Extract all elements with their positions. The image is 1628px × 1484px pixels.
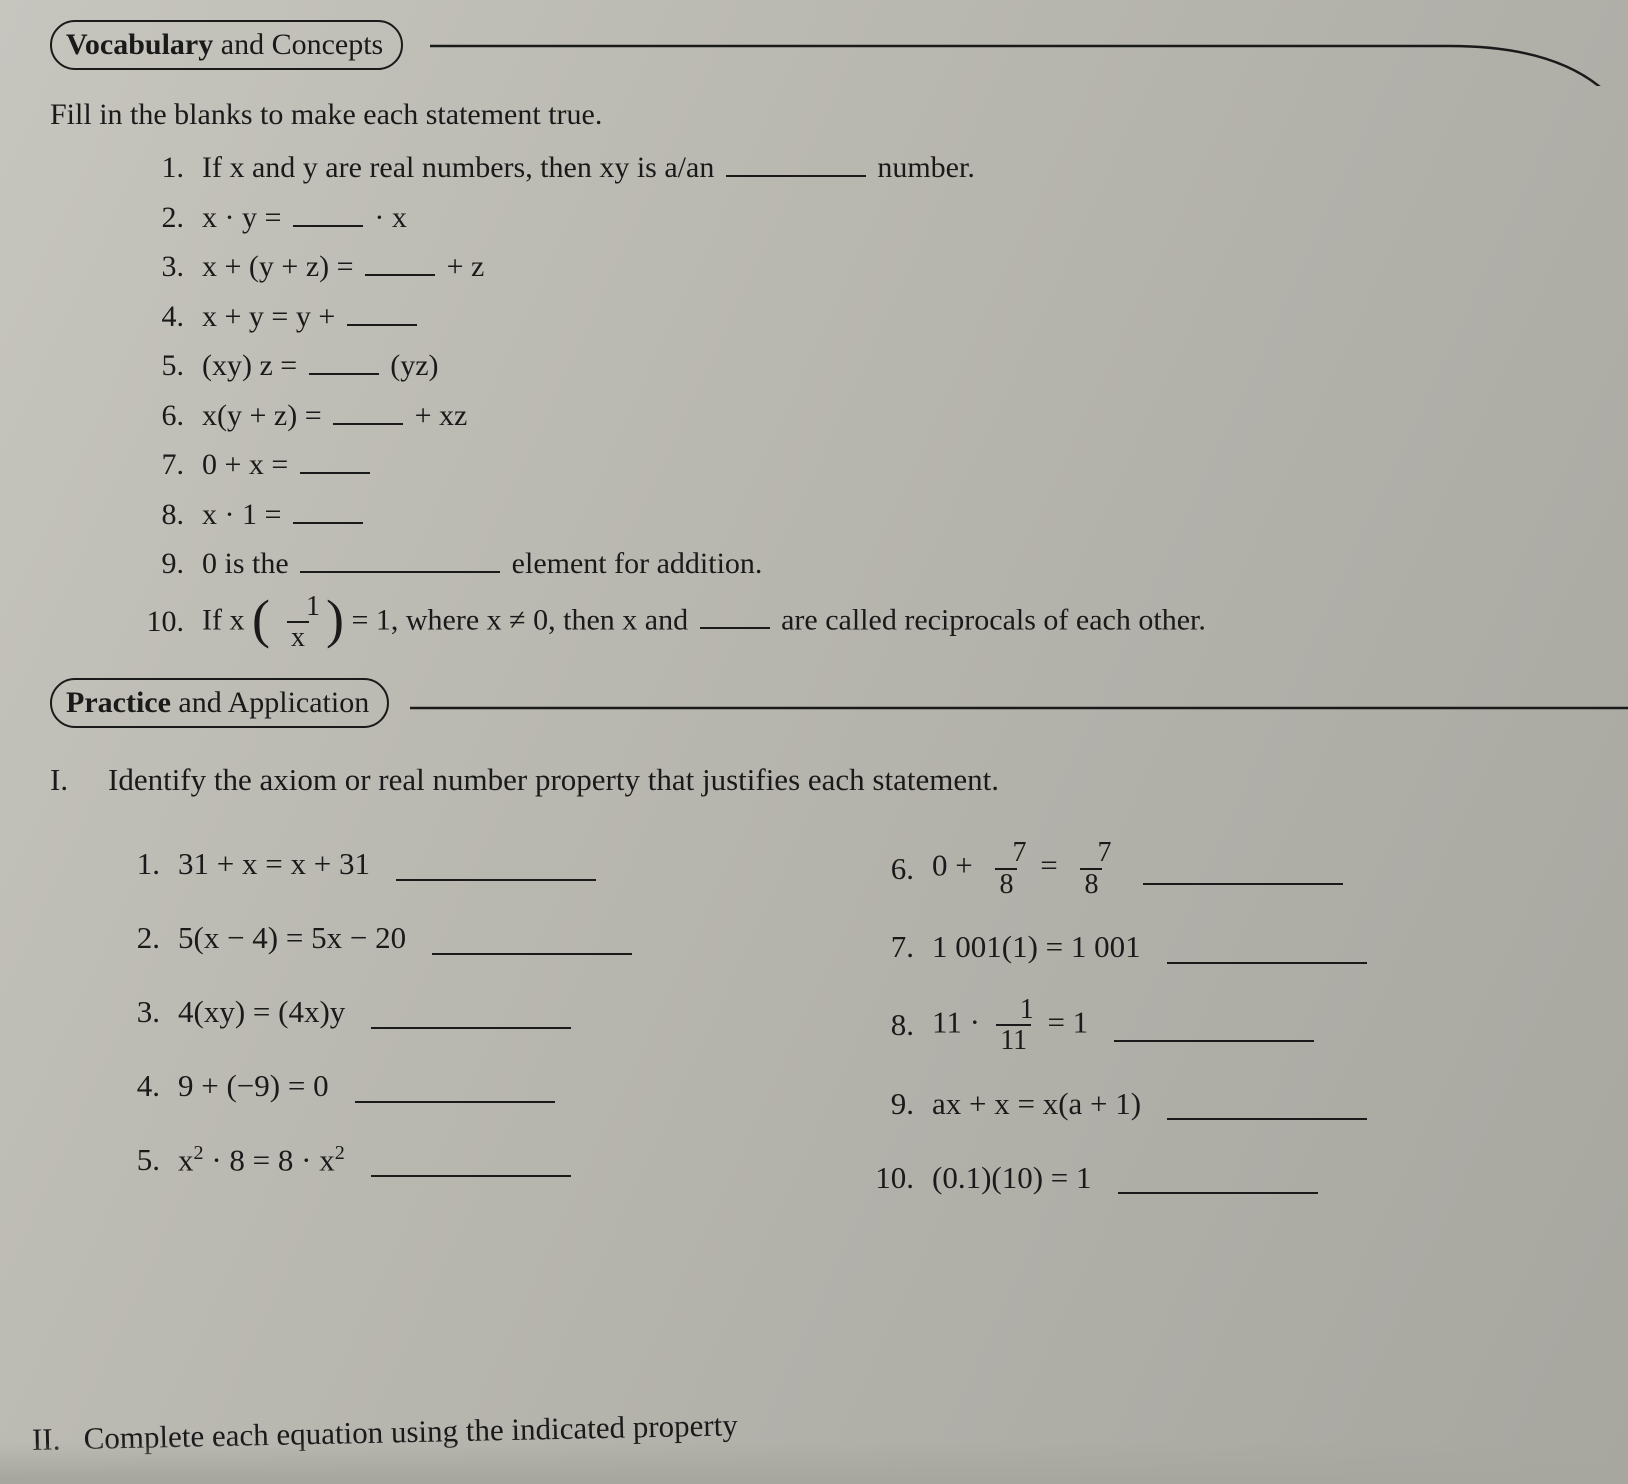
- blank[interactable]: [293, 496, 363, 524]
- expr: ax + x = x(a + 1): [932, 1086, 1141, 1122]
- blank[interactable]: [300, 546, 500, 574]
- pill-rest: and Application: [171, 686, 369, 719]
- answer-blank[interactable]: [396, 848, 596, 881]
- sweep-line-1: [430, 16, 1628, 86]
- roman-numeral: I.: [50, 762, 84, 798]
- practice-item-7: 7. 1 001(1) = 1 001: [874, 921, 1588, 973]
- practice-item-10: 10. (0.1)(10) = 1: [874, 1152, 1588, 1204]
- practice-item-5: 5. x2 · 8 = 8 · x2: [120, 1134, 834, 1186]
- vocab-item-10: 10. If x (1x) = 1, where x ≠ 0, then x a…: [140, 592, 1588, 653]
- vocab-item-8: 8. x · 1 =: [140, 493, 1588, 537]
- practice-right-col: 6. 0 + 78 = 78 7. 1 001(1) = 1 001 8. 11…: [874, 816, 1588, 1226]
- answer-blank[interactable]: [432, 922, 632, 955]
- answer-blank[interactable]: [1118, 1161, 1318, 1194]
- vocab-item-3: 3. x + (y + z) = + z: [140, 245, 1588, 289]
- vocab-item-9: 9. 0 is the element for addition.: [140, 542, 1588, 586]
- practice-instruction-row: I. Identify the axiom or real number pro…: [50, 762, 1588, 798]
- vocab-item-6: 6. x(y + z) = + xz: [140, 394, 1588, 438]
- answer-blank[interactable]: [1167, 931, 1367, 964]
- fraction: 78: [1067, 838, 1115, 899]
- section-pill-vocabulary: Vocabulary and Concepts: [50, 20, 403, 70]
- expr: 9 + (−9) = 0: [178, 1068, 329, 1104]
- sweep-line-2: [410, 696, 1628, 726]
- answer-blank[interactable]: [1114, 1009, 1314, 1042]
- expr: 5(x − 4) = 5x − 20: [178, 920, 406, 956]
- vocab-list: 1. If x and y are real numbers, then xy …: [140, 146, 1588, 652]
- expr: 31 + x = x + 31: [178, 846, 370, 882]
- worksheet-page: Vocabulary and Concepts Fill in the blan…: [0, 0, 1628, 1484]
- pill-bold: Vocabulary: [66, 28, 213, 61]
- answer-blank[interactable]: [371, 1144, 571, 1177]
- practice-item-4: 4. 9 + (−9) = 0: [120, 1060, 834, 1112]
- practice-item-9: 9. ax + x = x(a + 1): [874, 1078, 1588, 1130]
- answer-blank[interactable]: [1167, 1087, 1367, 1120]
- blank[interactable]: [700, 601, 770, 629]
- blank[interactable]: [333, 397, 403, 425]
- practice-item-1: 1. 31 + x = x + 31: [120, 838, 834, 890]
- vocab-item-7: 7. 0 + x =: [140, 443, 1588, 487]
- cutoff-fade: [0, 1442, 1628, 1484]
- cutoff-region: II. Complete each equation using the ind…: [0, 1414, 1628, 1484]
- section1-intro: Fill in the blanks to make each statemen…: [50, 98, 1588, 132]
- blank[interactable]: [300, 447, 370, 475]
- fraction: 111: [990, 995, 1038, 1056]
- blank[interactable]: [309, 348, 379, 376]
- practice-item-2: 2. 5(x − 4) = 5x − 20: [120, 912, 834, 964]
- expr: 4(xy) = (4x)y: [178, 994, 345, 1030]
- blank[interactable]: [347, 298, 417, 326]
- practice-item-8: 8. 11 · 111 = 1: [874, 995, 1588, 1056]
- blank[interactable]: [726, 150, 866, 178]
- expr: 1 001(1) = 1 001: [932, 929, 1141, 965]
- fraction: 1x: [272, 592, 324, 653]
- answer-blank[interactable]: [371, 996, 571, 1029]
- practice-item-3: 3. 4(xy) = (4x)y: [120, 986, 834, 1038]
- vocab-item-5: 5. (xy) z = (yz): [140, 344, 1588, 388]
- practice-columns: 1. 31 + x = x + 31 2. 5(x − 4) = 5x − 20…: [120, 816, 1588, 1226]
- expr: 11 · 111 = 1: [932, 995, 1088, 1056]
- expr: x2 · 8 = 8 · x2: [178, 1142, 345, 1178]
- expr: (0.1)(10) = 1: [932, 1160, 1092, 1196]
- vocab-item-1: 1. If x and y are real numbers, then xy …: [140, 146, 1588, 190]
- section-header-practice: Practice and Application: [50, 678, 1588, 738]
- vocab-item-2: 2. x · y = · x: [140, 196, 1588, 240]
- practice-instruction: Identify the axiom or real number proper…: [108, 762, 999, 798]
- practice-item-6: 6. 0 + 78 = 78: [874, 838, 1588, 899]
- blank[interactable]: [293, 199, 363, 227]
- section-header-vocabulary: Vocabulary and Concepts: [50, 20, 1588, 80]
- answer-blank[interactable]: [1143, 852, 1343, 885]
- section-pill-practice: Practice and Application: [50, 678, 389, 728]
- vocab-item-4: 4. x + y = y +: [140, 295, 1588, 339]
- fraction: 78: [982, 838, 1030, 899]
- expr: 0 + 78 = 78: [932, 838, 1117, 899]
- blank[interactable]: [365, 249, 435, 277]
- pill-rest: and Concepts: [213, 28, 383, 61]
- answer-blank[interactable]: [355, 1070, 555, 1103]
- pill-bold: Practice: [66, 686, 171, 719]
- practice-left-col: 1. 31 + x = x + 31 2. 5(x − 4) = 5x − 20…: [120, 816, 834, 1226]
